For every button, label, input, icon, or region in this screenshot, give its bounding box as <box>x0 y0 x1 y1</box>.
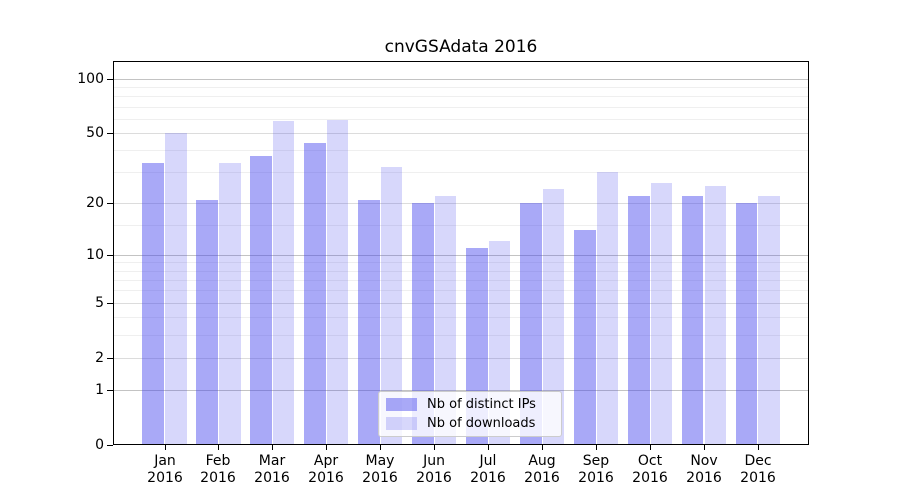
gridline-minor <box>113 150 809 151</box>
gridline-50 <box>113 133 809 134</box>
plot-area <box>113 61 809 445</box>
bar-distinct-ips-jun <box>412 203 434 445</box>
x-tick-mark-jan <box>165 445 166 450</box>
x-tick-mark-dec <box>758 445 759 450</box>
x-tick-label-aug: Aug 2016 <box>524 453 560 486</box>
x-tick-label-jun: Jun 2016 <box>416 453 452 486</box>
bar-distinct-ips-mar <box>250 156 272 445</box>
gridline-minor <box>113 271 809 272</box>
x-tick-mark-oct <box>650 445 651 450</box>
x-tick-mark-mar <box>272 445 273 450</box>
legend-label-downloads: Nb of downloads <box>427 415 536 431</box>
x-tick-label-jul: Jul 2016 <box>470 453 506 486</box>
y-tick-label-100: 100 <box>77 71 104 87</box>
x-tick-mark-jun <box>434 445 435 450</box>
x-tick-mark-feb <box>218 445 219 450</box>
bar-downloads-dec <box>758 196 781 445</box>
bar-distinct-ips-aug <box>520 203 542 445</box>
chart-title: cnvGSAdata 2016 <box>384 37 538 57</box>
legend-label-distinct-ips: Nb of distinct IPs <box>427 397 536 413</box>
gridline-1 <box>113 390 809 391</box>
y-tick-label-0: 0 <box>95 437 104 453</box>
bar-downloads-nov <box>704 186 727 445</box>
gridline-minor <box>113 87 809 88</box>
legend-item-downloads: Nb of downloads <box>386 416 555 431</box>
gridline-10 <box>113 255 809 256</box>
bar-distinct-ips-feb <box>196 199 218 445</box>
x-tick-label-feb: Feb 2016 <box>200 453 236 486</box>
x-tick-label-dec: Dec 2016 <box>740 453 776 486</box>
x-tick-label-may: May 2016 <box>362 453 398 486</box>
x-tick-mark-jul <box>488 445 489 450</box>
x-tick-mark-sep <box>596 445 597 450</box>
bar-downloads-sep <box>596 172 619 445</box>
gridline-5 <box>113 303 809 304</box>
x-tick-mark-apr <box>326 445 327 450</box>
y-tick-mark-0 <box>107 445 113 446</box>
y-tick-mark-20 <box>107 203 113 204</box>
x-tick-label-mar: Mar 2016 <box>254 453 290 486</box>
legend-swatch-downloads <box>386 416 417 430</box>
bar-distinct-ips-nov <box>681 196 704 445</box>
bar-downloads-feb <box>218 162 241 445</box>
gridline-minor <box>113 290 809 291</box>
y-tick-mark-10 <box>107 255 113 256</box>
gridline-minor <box>113 119 809 120</box>
gridline-minor <box>113 317 809 318</box>
gridline-100 <box>113 79 809 80</box>
legend-item-distinct-ips: Nb of distinct IPs <box>386 397 555 412</box>
gridline-minor <box>113 280 809 281</box>
x-tick-label-sep: Sep 2016 <box>578 453 614 486</box>
gridline-minor <box>113 262 809 263</box>
x-tick-label-jan: Jan 2016 <box>147 453 183 486</box>
y-tick-mark-50 <box>107 133 113 134</box>
x-tick-label-apr: Apr 2016 <box>308 453 344 486</box>
legend-swatch-distinct-ips <box>386 398 417 412</box>
y-tick-label-1: 1 <box>95 382 104 398</box>
legend: Nb of distinct IPs Nb of downloads <box>378 391 562 437</box>
bar-downloads-apr <box>326 119 349 445</box>
bar-downloads-aug <box>542 189 565 445</box>
x-tick-label-oct: Oct 2016 <box>632 453 668 486</box>
y-tick-label-5: 5 <box>95 295 104 311</box>
x-tick-mark-may <box>380 445 381 450</box>
bar-downloads-mar <box>272 121 295 445</box>
y-tick-label-10: 10 <box>86 247 104 263</box>
y-tick-label-50: 50 <box>86 125 104 141</box>
y-tick-label-20: 20 <box>86 195 104 211</box>
bar-distinct-ips-oct <box>627 196 650 445</box>
x-tick-mark-aug <box>542 445 543 450</box>
gridline-20 <box>113 203 809 204</box>
bar-downloads-jun <box>434 196 457 445</box>
bar-downloads-may <box>380 167 403 445</box>
bar-downloads-jan <box>165 132 187 445</box>
y-tick-label-2: 2 <box>95 350 104 366</box>
bar-distinct-ips-dec <box>735 203 758 445</box>
x-tick-label-nov: Nov 2016 <box>686 453 722 486</box>
bar-distinct-ips-apr <box>304 142 326 445</box>
gridline-minor <box>113 225 809 226</box>
bar-downloads-oct <box>650 183 673 445</box>
gridline-minor <box>113 172 809 173</box>
gridline-minor <box>113 96 809 97</box>
y-tick-mark-100 <box>107 79 113 80</box>
gridline-minor <box>113 107 809 108</box>
gridline-minor <box>113 335 809 336</box>
bar-distinct-ips-may <box>358 199 380 445</box>
bar-distinct-ips-jan <box>142 162 164 445</box>
y-tick-mark-2 <box>107 358 113 359</box>
y-tick-mark-1 <box>107 390 113 391</box>
y-tick-mark-5 <box>107 303 113 304</box>
bar-distinct-ips-sep <box>574 229 596 445</box>
x-tick-mark-nov <box>704 445 705 450</box>
gridline-2 <box>113 358 809 359</box>
